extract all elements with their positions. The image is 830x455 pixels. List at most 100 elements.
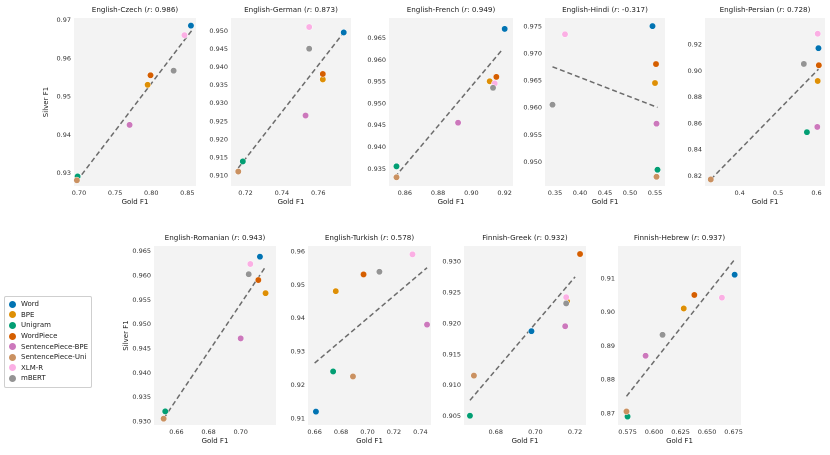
x-axis-label: Gold F1 — [122, 198, 149, 206]
legend-item-xlm-r: XLM-R — [9, 363, 87, 374]
y-tick-label: 0.91 — [601, 274, 615, 282]
subplot-title-name: English-French ( — [407, 5, 465, 14]
y-tick-label: 0.965 — [367, 34, 386, 42]
trend-line — [469, 276, 576, 401]
subplot-title-name: English-Hindi ( — [562, 5, 614, 14]
point-sentencepiece-uni — [160, 415, 168, 423]
y-tick-label: 0.88 — [601, 376, 615, 384]
trend-line — [314, 267, 428, 364]
subplot-title: English-German (r: 0.873) — [244, 5, 338, 14]
y-tick-label: 0.93 — [291, 348, 305, 356]
x-tick-label: 0.575 — [618, 428, 637, 436]
y-tick-label: 0.87 — [601, 409, 615, 417]
trend-line — [710, 68, 819, 180]
x-axis-label: Gold F1 — [752, 198, 779, 206]
point-sentencepiece-bpe — [302, 112, 309, 119]
y-tick-label: 0.905 — [442, 412, 461, 420]
point-mbert — [305, 45, 313, 53]
point-sentencepiece-uni — [470, 372, 478, 380]
r-symbol: r — [779, 5, 783, 14]
point-unigram — [239, 157, 247, 165]
x-tick-label: 0.90 — [464, 189, 478, 197]
r-symbol: r — [234, 233, 238, 242]
y-tick-label: 0.940 — [132, 369, 151, 377]
legend-marker — [9, 332, 16, 340]
point-word — [731, 271, 739, 279]
y-tick-label: 0.950 — [132, 320, 151, 328]
point-sentencepiece-uni — [393, 173, 400, 181]
y-tick-label: 0.96 — [57, 54, 71, 62]
point-mbert — [549, 101, 556, 109]
x-axis-label: Gold F1 — [278, 198, 305, 206]
x-axis-label: Gold F1 — [202, 437, 229, 445]
y-tick-label: 0.970 — [523, 50, 542, 58]
point-sentencepiece-bpe — [561, 322, 569, 330]
y-tick-label: 0.960 — [132, 271, 151, 279]
point-wordpiece — [319, 70, 327, 78]
y-tick-label: 0.965 — [132, 247, 151, 255]
subplot-title: Finnish-Hebrew (r: 0.937) — [634, 233, 725, 242]
legend-item-word: Word — [9, 299, 87, 310]
subplot-title: English-Czech (r: 0.986) — [92, 5, 179, 14]
x-tick-label: 0.80 — [144, 189, 158, 197]
point-xlm-r — [562, 293, 570, 301]
plot-background — [545, 18, 665, 186]
point-unigram — [803, 128, 811, 136]
point-sentencepiece-bpe — [126, 121, 134, 129]
point-bpe — [144, 81, 152, 89]
x-tick-label: 0.66 — [169, 428, 183, 436]
y-axis-label: Silver F1 — [42, 87, 50, 117]
y-tick-label: 0.92 — [688, 41, 702, 49]
x-tick-label: 0.68 — [488, 428, 502, 436]
plot-background — [464, 246, 586, 425]
x-tick-label: 0.74 — [275, 189, 289, 197]
y-tick-label: 0.950 — [209, 27, 228, 35]
y-tick-label: 0.86 — [688, 119, 702, 127]
point-xlm-r — [718, 294, 726, 302]
y-axis-label: Silver F1 — [122, 320, 130, 350]
legend-item-wordpiece: WordPiece — [9, 331, 87, 342]
subplot-title-name: English-Czech ( — [92, 5, 148, 14]
point-sentencepiece-uni — [349, 373, 357, 380]
y-tick-label: 0.950 — [523, 158, 542, 166]
point-word — [187, 22, 195, 30]
legend-label: SentencePiece-Uni — [21, 353, 87, 362]
y-tick-label: 0.910 — [209, 171, 228, 179]
subplot-english-german: English-German (r: 0.873) 0.72 0.74 0.76 0.9… — [209, 5, 351, 206]
point-sentencepiece-bpe — [237, 334, 245, 342]
point-sentencepiece-uni — [73, 176, 81, 184]
point-unigram — [654, 166, 661, 174]
point-bpe — [680, 305, 688, 312]
legend: Word BPE Unigram WordPiece SentencePiece… — [4, 296, 92, 388]
r-symbol: r — [614, 5, 618, 14]
y-tick-label: 0.930 — [209, 99, 228, 107]
point-mbert — [245, 270, 253, 278]
y-tick-label: 0.945 — [132, 344, 151, 352]
y-tick-label: 0.89 — [601, 342, 615, 350]
point-sentencepiece-bpe — [642, 352, 650, 360]
y-tick-label: 0.910 — [442, 381, 461, 389]
point-wordpiece — [147, 71, 154, 79]
trend-line — [163, 267, 266, 420]
point-bpe — [262, 289, 270, 297]
x-tick-label: 0.45 — [598, 189, 612, 197]
x-tick-label: 0.66 — [307, 428, 321, 436]
y-tick-label: 0.935 — [367, 165, 386, 173]
legend-label: mBERT — [21, 374, 46, 383]
correlation-value: : -0.317) — [617, 5, 648, 14]
legend-marker — [9, 364, 16, 372]
x-tick-label: 0.625 — [671, 428, 690, 436]
x-tick-label: 0.5 — [773, 189, 783, 197]
point-xlm-r — [561, 30, 569, 38]
point-unigram — [329, 368, 337, 375]
correlation-value: : 0.932) — [540, 233, 568, 242]
x-tick-label: 0.72 — [387, 428, 401, 436]
legend-item-bpe: BPE — [9, 310, 87, 321]
plot-background — [618, 246, 741, 425]
y-tick-label: 0.935 — [132, 393, 151, 401]
subplot-title: English-Romanian (r: 0.943) — [165, 233, 266, 242]
point-sentencepiece-bpe — [653, 120, 660, 128]
x-tick-label: 0.50 — [623, 189, 637, 197]
y-tick-label: 0.945 — [209, 45, 228, 53]
